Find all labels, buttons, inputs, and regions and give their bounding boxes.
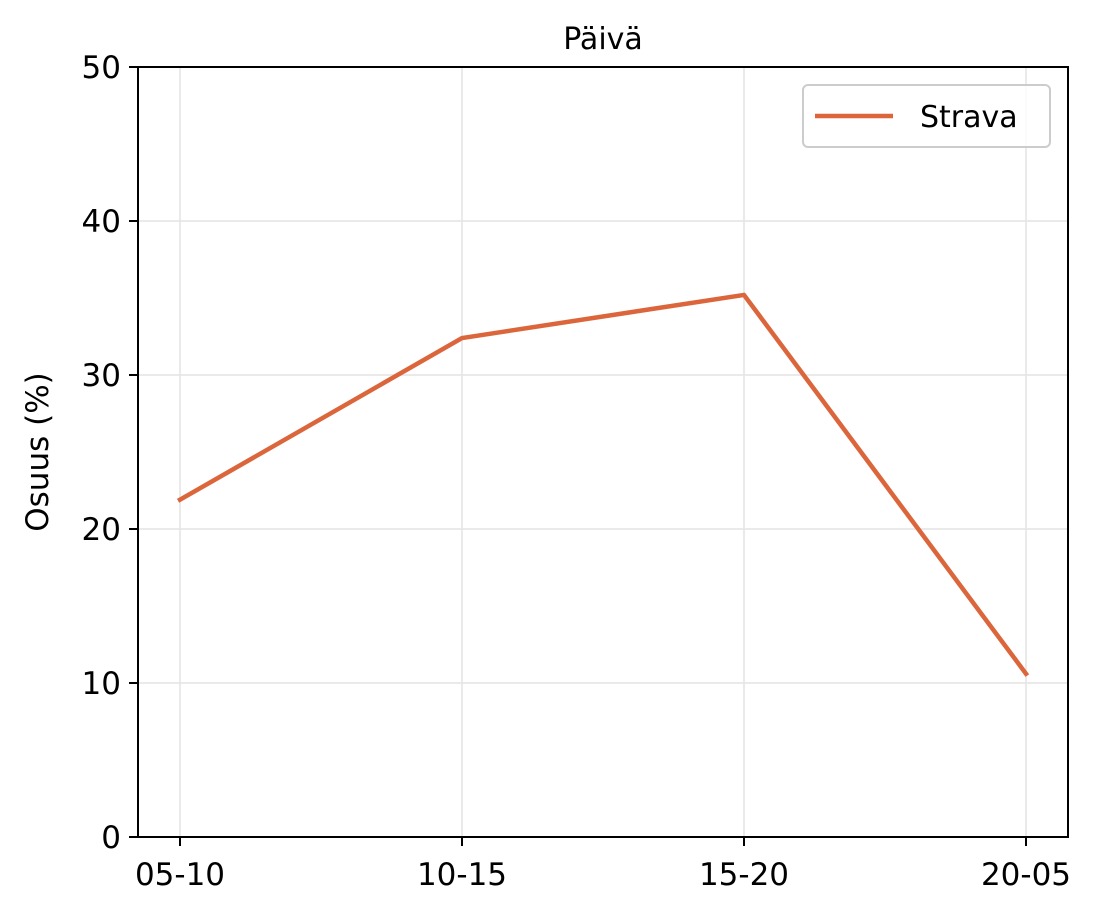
y-tick-label: 40 [82, 204, 121, 240]
x-axis: 05-10 10-15 15-20 20-05 [135, 837, 1071, 893]
y-tick-label: 30 [82, 358, 121, 394]
x-tick-label: 10-15 [417, 857, 507, 893]
x-tick-label: 15-20 [699, 857, 789, 893]
plot-frame [137, 66, 1069, 838]
grid-lines [138, 67, 1068, 837]
x-tick-label: 05-10 [135, 857, 225, 893]
legend-label-strava: Strava [920, 100, 1018, 135]
series-line-strava [176, 292, 1030, 677]
y-axis: 0 10 20 30 40 50 [82, 50, 138, 856]
series-layer [176, 292, 1030, 677]
y-tick-label: 50 [82, 50, 121, 86]
x-tick-label: 20-05 [981, 857, 1071, 893]
y-tick-label: 20 [82, 512, 121, 548]
legend: Strava [802, 84, 1051, 148]
legend-box [802, 84, 1051, 148]
y-tick-label: 0 [101, 820, 121, 856]
chart-title: Päivä [563, 22, 643, 57]
y-tick-label: 10 [82, 666, 121, 702]
y-axis-label: Osuus (%) [20, 372, 56, 532]
